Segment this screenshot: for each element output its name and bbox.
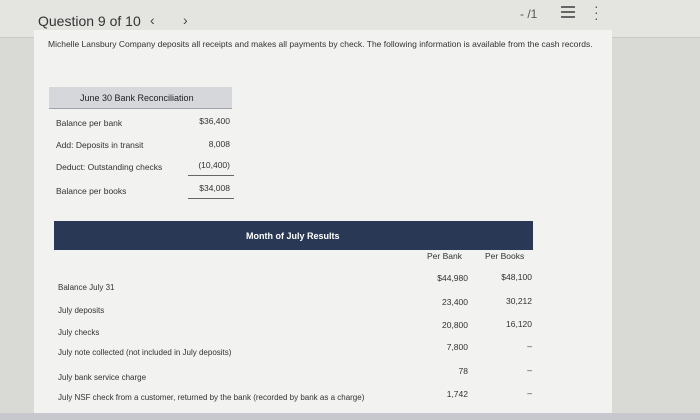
column-header-per-books: Per Books	[485, 251, 525, 261]
july-label-note-collected: July note collected (not included in Jul…	[58, 348, 232, 357]
july-results-bar	[54, 221, 533, 250]
footer-bar	[0, 413, 700, 420]
july-books-checks: 16,120	[506, 319, 532, 329]
july-bank-nsf-check: 1,742	[446, 389, 468, 399]
july-books-nsf-check: –	[527, 388, 532, 398]
july-bank-checks: 20,800	[442, 320, 468, 330]
column-header-per-bank: Per Bank	[427, 251, 462, 261]
july-books-balance: $48,100	[501, 272, 532, 282]
recon-value-deposits-transit: 8,008	[208, 139, 230, 149]
more-options-icon[interactable]: · · ·	[594, 0, 599, 26]
july-bank-deposits: 23,400	[442, 297, 468, 307]
recon-value-balance-bank: $36,400	[199, 116, 230, 126]
july-books-service-charge: –	[527, 365, 532, 375]
next-question-icon[interactable]: ›	[183, 12, 188, 28]
question-list-icon[interactable]	[561, 6, 575, 18]
question-counter: Question 9 of 10	[38, 13, 141, 29]
recon-value-balance-books: $34,008	[199, 183, 230, 193]
july-label-checks: July checks	[58, 328, 100, 337]
recon-total-line	[188, 198, 234, 199]
question-intro-text: Michelle Lansbury Company deposits all r…	[48, 39, 593, 49]
recon-label-balance-bank: Balance per bank	[56, 118, 123, 128]
recon-label-outstanding-checks: Deduct: Outstanding checks	[56, 162, 163, 172]
july-bank-note-collected: 7,800	[446, 342, 468, 352]
recon-label-deposits-transit: Add: Deposits in transit	[56, 140, 144, 150]
july-label-balance: Balance July 31	[58, 283, 115, 292]
july-books-deposits: 30,212	[506, 296, 532, 306]
july-label-nsf-check: July NSF check from a customer, returned…	[58, 393, 365, 402]
july-label-service-charge: July bank service charge	[58, 373, 147, 382]
july-books-note-collected: –	[527, 341, 532, 351]
july-bank-balance: $44,980	[437, 273, 468, 283]
previous-question-icon[interactable]: ‹	[150, 12, 155, 28]
reconciliation-header: June 30 Bank Reconciliation	[49, 87, 232, 109]
score-indicator: - /1	[520, 7, 538, 21]
july-results-title: Month of July Results	[246, 231, 340, 241]
july-label-deposits: July deposits	[58, 306, 105, 315]
july-bank-service-charge: 78	[458, 366, 468, 376]
recon-value-outstanding-checks: (10,400)	[198, 160, 230, 170]
recon-label-balance-books: Balance per books	[56, 186, 127, 196]
recon-subtotal-line	[188, 175, 234, 176]
